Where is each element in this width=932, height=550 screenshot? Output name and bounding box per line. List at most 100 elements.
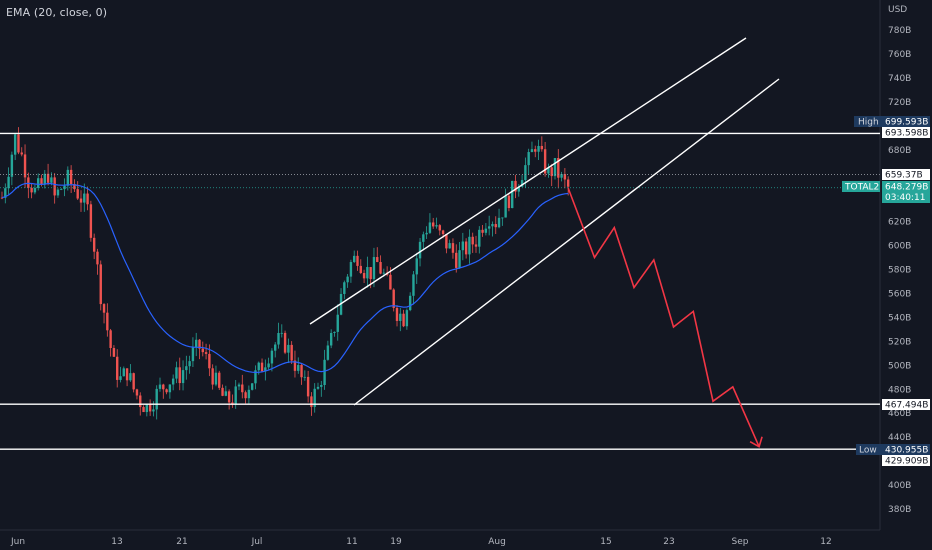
level-bottom-tag: 429.909B [882, 455, 930, 467]
candle-body [211, 368, 214, 385]
candle-body [247, 389, 251, 399]
dotted-level-tag: 659.37B [882, 169, 930, 181]
candle-body [83, 193, 86, 203]
candle-body [37, 178, 40, 188]
time-tick-label: Jun [10, 537, 25, 547]
candle-body [530, 149, 534, 153]
candle-body [119, 376, 122, 380]
indicator-legend[interactable]: EMA (20, close, 0) [6, 6, 107, 19]
candle-body [4, 188, 7, 198]
low-tag: Low 430.955B [856, 444, 930, 456]
candle-body [92, 237, 96, 252]
candle-body [270, 350, 274, 364]
candle-body [514, 180, 517, 192]
candle-body [23, 154, 27, 178]
svg-text:High: High [858, 118, 879, 128]
candle-body [484, 228, 488, 233]
candle-body [280, 332, 283, 334]
candle-body [323, 359, 326, 386]
candle-body [474, 244, 478, 247]
price-tick-label: 600B [888, 242, 911, 252]
price-tick-label: 720B [888, 98, 911, 108]
time-tick-label: 15 [600, 537, 611, 547]
candle-body [497, 217, 501, 228]
price-tick-label: 400B [888, 481, 911, 491]
candle-body [376, 257, 379, 263]
candle-body [306, 376, 310, 397]
svg-text:429.909B: 429.909B [885, 457, 928, 467]
price-tick-label: 780B [888, 26, 911, 36]
candle-body [415, 258, 418, 275]
candle-body [566, 179, 570, 187]
candle-body [507, 195, 511, 209]
candle-body [349, 262, 353, 277]
candles [0, 127, 570, 420]
candle-body [244, 392, 247, 399]
candle-body [313, 388, 316, 407]
candle-body [511, 180, 514, 209]
candle-body [237, 384, 241, 387]
candle-body [33, 187, 37, 193]
candle-body [264, 367, 267, 372]
candle-body [66, 169, 70, 186]
candle-body [501, 217, 504, 219]
candle-body [145, 404, 149, 413]
candle-body [185, 366, 188, 371]
candle-body [399, 313, 402, 321]
candle-body [260, 362, 264, 372]
candle-body [422, 234, 425, 242]
candle-body [310, 396, 313, 407]
candle-body [73, 183, 76, 190]
candle-body [165, 389, 168, 393]
price-tick-label: 620B [888, 218, 911, 228]
svg-text:TOTAL2: TOTAL2 [844, 183, 879, 193]
candle-body [241, 384, 244, 393]
price-axis[interactable]: USD 780B760B740B720B700B680B620B600B580B… [888, 5, 911, 515]
candle-body [7, 176, 10, 189]
candle-body [402, 313, 405, 327]
candle-body [116, 356, 119, 380]
candle-body [102, 304, 106, 313]
price-tick-label: 540B [888, 313, 911, 323]
svg-text:03:40:11: 03:40:11 [885, 193, 925, 203]
candle-body [517, 186, 520, 192]
candle-body [283, 332, 287, 353]
candle-body [129, 373, 132, 381]
candle-body [227, 391, 231, 403]
svg-text:699.593B: 699.593B [885, 118, 928, 128]
candle-body [162, 384, 165, 390]
candle-body [152, 409, 155, 412]
candle-body [125, 368, 129, 381]
projection-arrowhead [749, 436, 763, 448]
candle-body [369, 267, 372, 280]
candle-body [451, 243, 455, 253]
candle-body [537, 145, 540, 152]
candle-body [346, 276, 349, 283]
candle-body [329, 332, 333, 346]
candle-body [343, 282, 346, 294]
candle-body [231, 402, 234, 405]
candle-body [534, 149, 537, 152]
candle-body [336, 314, 339, 332]
time-axis[interactable]: Jun 13 21 Jul 11 19 Aug 15 23 Sep 12 [10, 537, 832, 547]
candle-body [405, 310, 409, 327]
grid [0, 0, 881, 531]
candle-body [86, 193, 89, 205]
ema-legend-label: EMA (20, close, 0) [6, 6, 108, 19]
price-tick-label: 520B [888, 337, 911, 347]
candle-body [195, 339, 198, 348]
candle-body [379, 262, 382, 274]
svg-text:693.598B: 693.598B [885, 129, 928, 139]
candle-body [79, 198, 83, 203]
candle-body [418, 241, 422, 259]
time-tick-label: 13 [111, 537, 122, 547]
svg-text:648.279B: 648.279B [885, 183, 928, 193]
candle-body [99, 264, 102, 305]
svg-text:430.955B: 430.955B [885, 446, 928, 456]
symbol-tag: TOTAL2 648.279B 03:40:11 [842, 181, 930, 203]
level-top-tag: 693.598B [882, 127, 930, 139]
drawn-lines [0, 37, 880, 450]
candle-body [353, 255, 356, 263]
